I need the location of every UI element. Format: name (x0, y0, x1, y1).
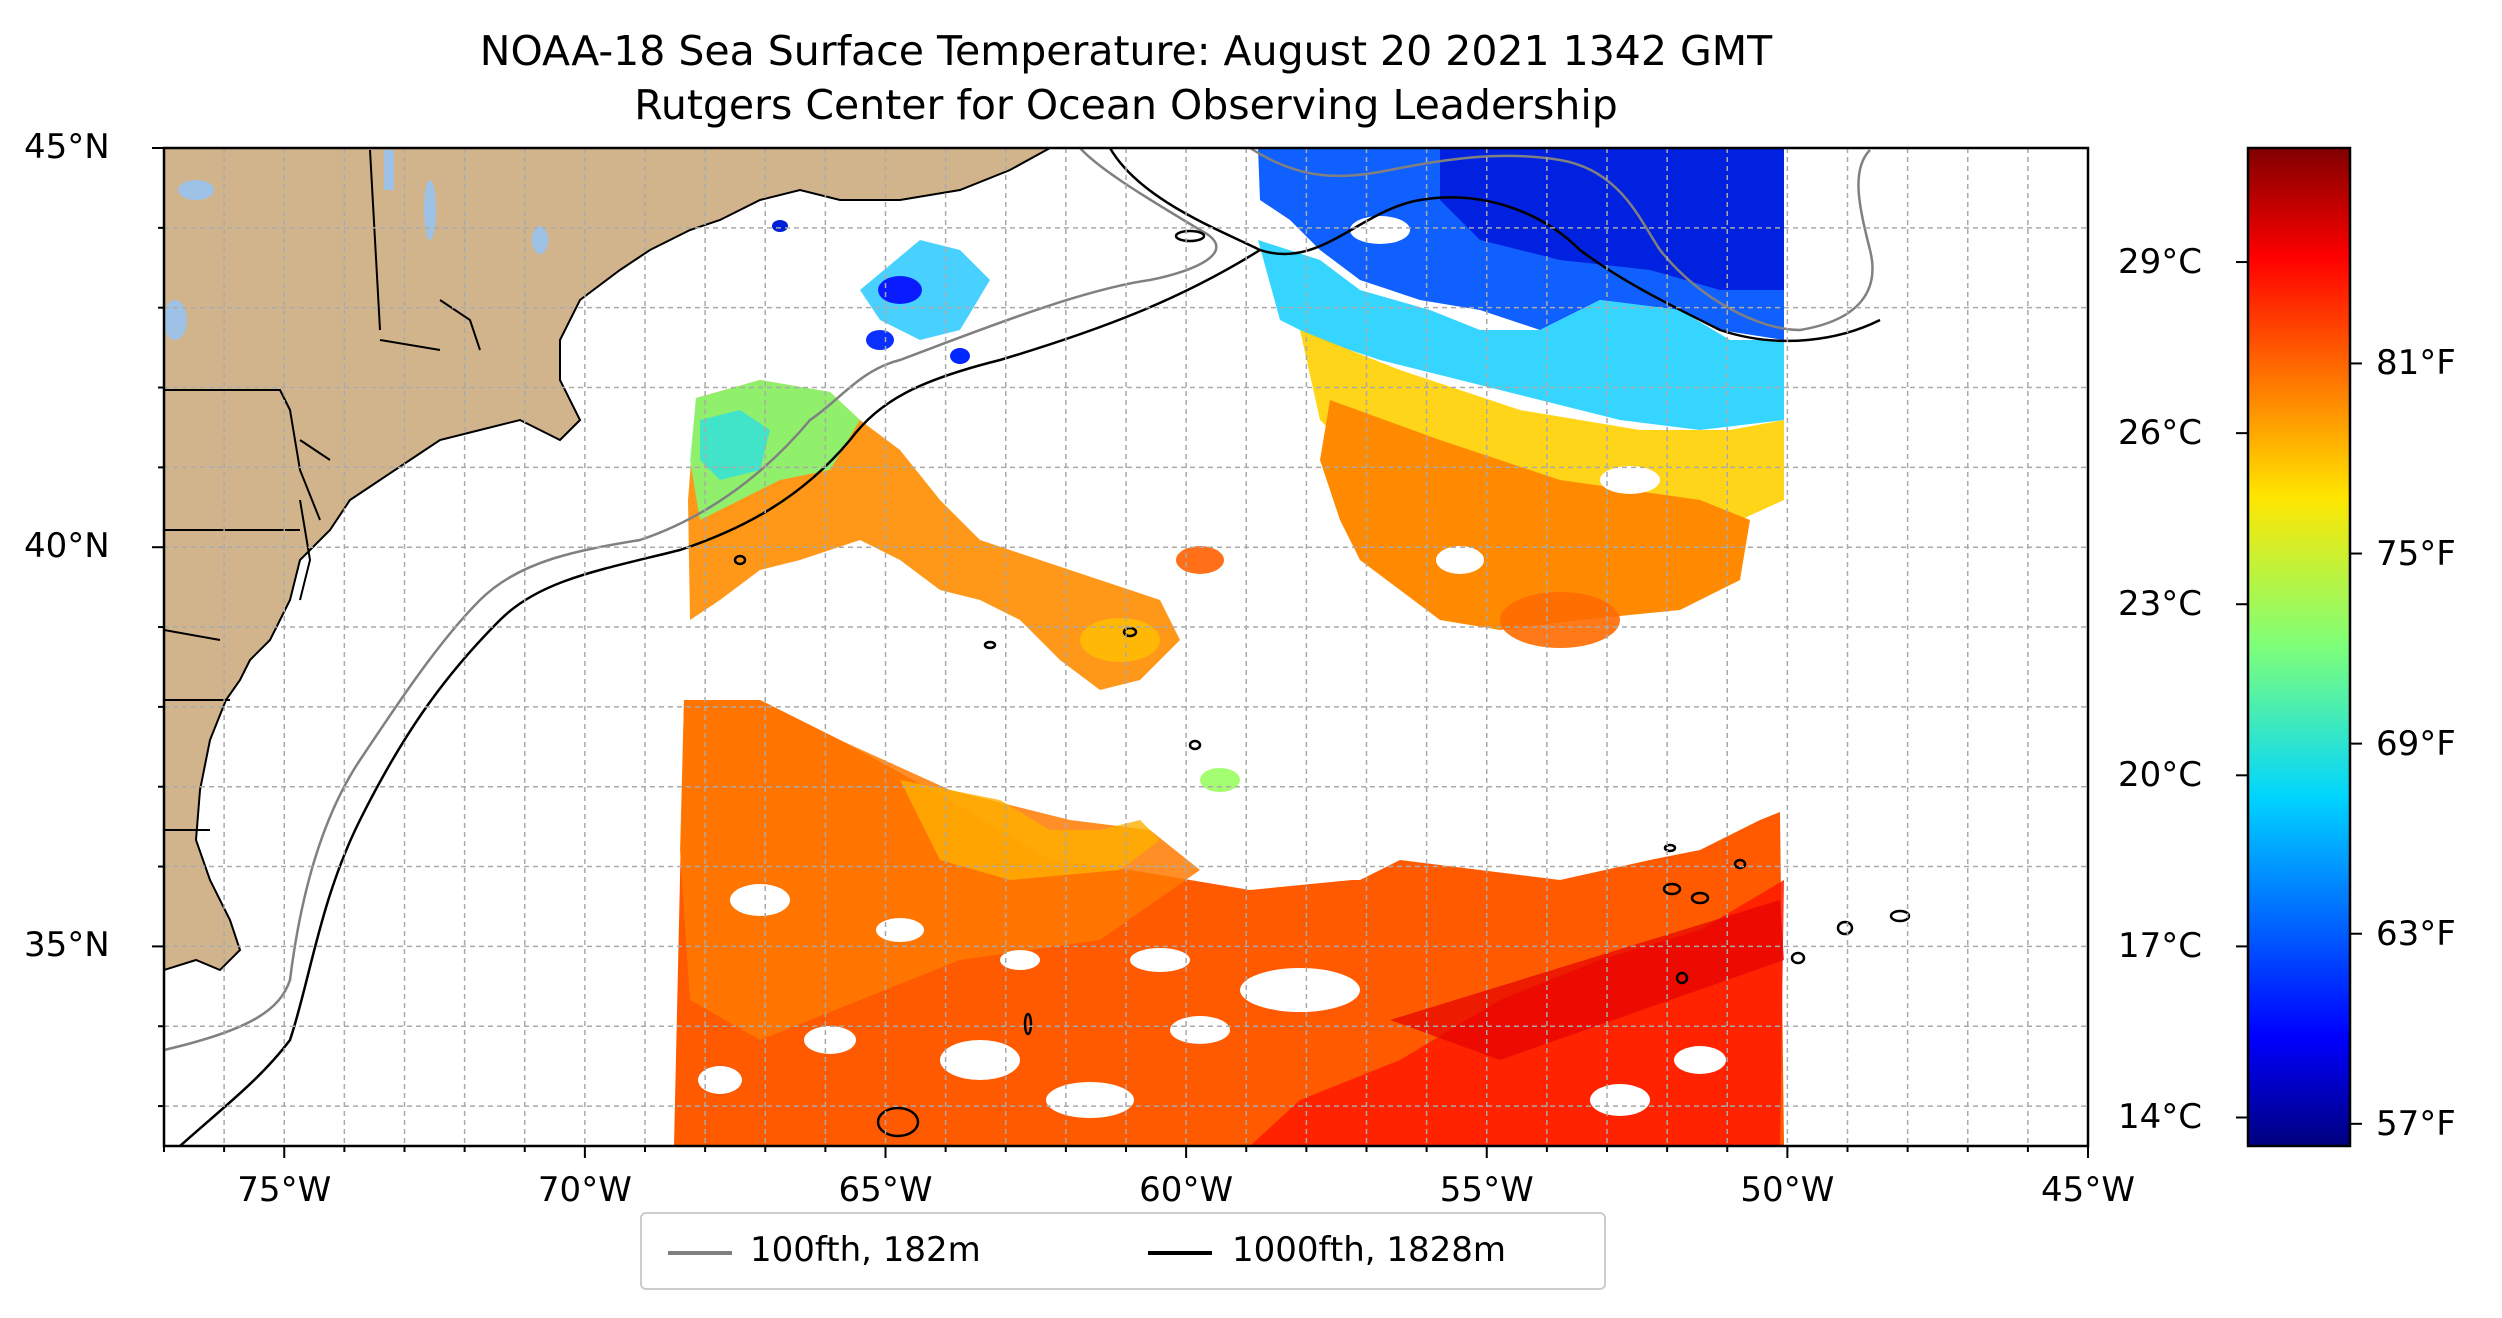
chart-title: NOAA-18 Sea Surface Temperature: August … (479, 27, 1773, 75)
water-bodies (164, 150, 548, 340)
colorbar (2246, 146, 2352, 1148)
legend-label-1000fth: 1000fth, 1828m (1232, 1230, 1507, 1270)
sst-middle-patches (688, 220, 1240, 792)
colorbar-label-celsius: 14°C (2118, 1097, 2203, 1138)
colorbar-label-celsius: 29°C (2118, 242, 2203, 283)
colorbar-label-fahrenheit: 57°F (2376, 1103, 2456, 1144)
colorbar-label-fahrenheit: 69°F (2376, 723, 2456, 764)
lat-tick-label: 45°N (24, 127, 110, 167)
map-gridlines (163, 147, 2089, 1146)
colorbar-label-fahrenheit: 63°F (2376, 913, 2456, 954)
lon-tick-label: 55°W (1439, 1170, 1534, 1210)
legend-swatch-1000fth (1148, 1251, 1212, 1255)
lon-tick-label: 70°W (537, 1170, 632, 1210)
colorbar-ticks (2236, 261, 2362, 1125)
chart-subtitle: Rutgers Center for Ocean Observing Leade… (634, 81, 1618, 129)
map-ticks (152, 147, 2089, 1158)
lat-tick-label: 40°N (24, 526, 110, 567)
lon-tick-label: 60°W (1139, 1170, 1234, 1210)
colorbar-label-celsius: 20°C (2118, 755, 2203, 796)
legend: 100fth, 182m 1000fth, 1828m (640, 1212, 1606, 1290)
sst-southern-swath (640, 700, 1784, 1146)
lon-tick-label: 65°W (838, 1170, 933, 1210)
contour-100fth (164, 148, 1874, 1052)
colorbar-label-celsius: 17°C (2118, 926, 2203, 967)
colorbar-label-fahrenheit: 81°F (2376, 343, 2456, 384)
lat-tick-label: 35°N (24, 925, 110, 966)
lon-tick-label: 75°W (237, 1170, 332, 1210)
land (164, 148, 1051, 972)
lon-tick-label: 45°W (2041, 1170, 2135, 1210)
colorbar-label-fahrenheit: 75°F (2376, 533, 2456, 574)
sst-northeast-region (1258, 148, 1784, 648)
colorbar-label-celsius: 23°C (2118, 584, 2203, 625)
legend-label-100fth: 100fth, 182m (750, 1230, 981, 1270)
lon-tick-label: 50°W (1740, 1170, 1835, 1210)
colorbar-label-celsius: 26°C (2118, 413, 2203, 454)
state-borders (164, 149, 481, 831)
legend-swatch-100fth (668, 1251, 732, 1255)
contour-1000fth (179, 148, 1911, 1146)
